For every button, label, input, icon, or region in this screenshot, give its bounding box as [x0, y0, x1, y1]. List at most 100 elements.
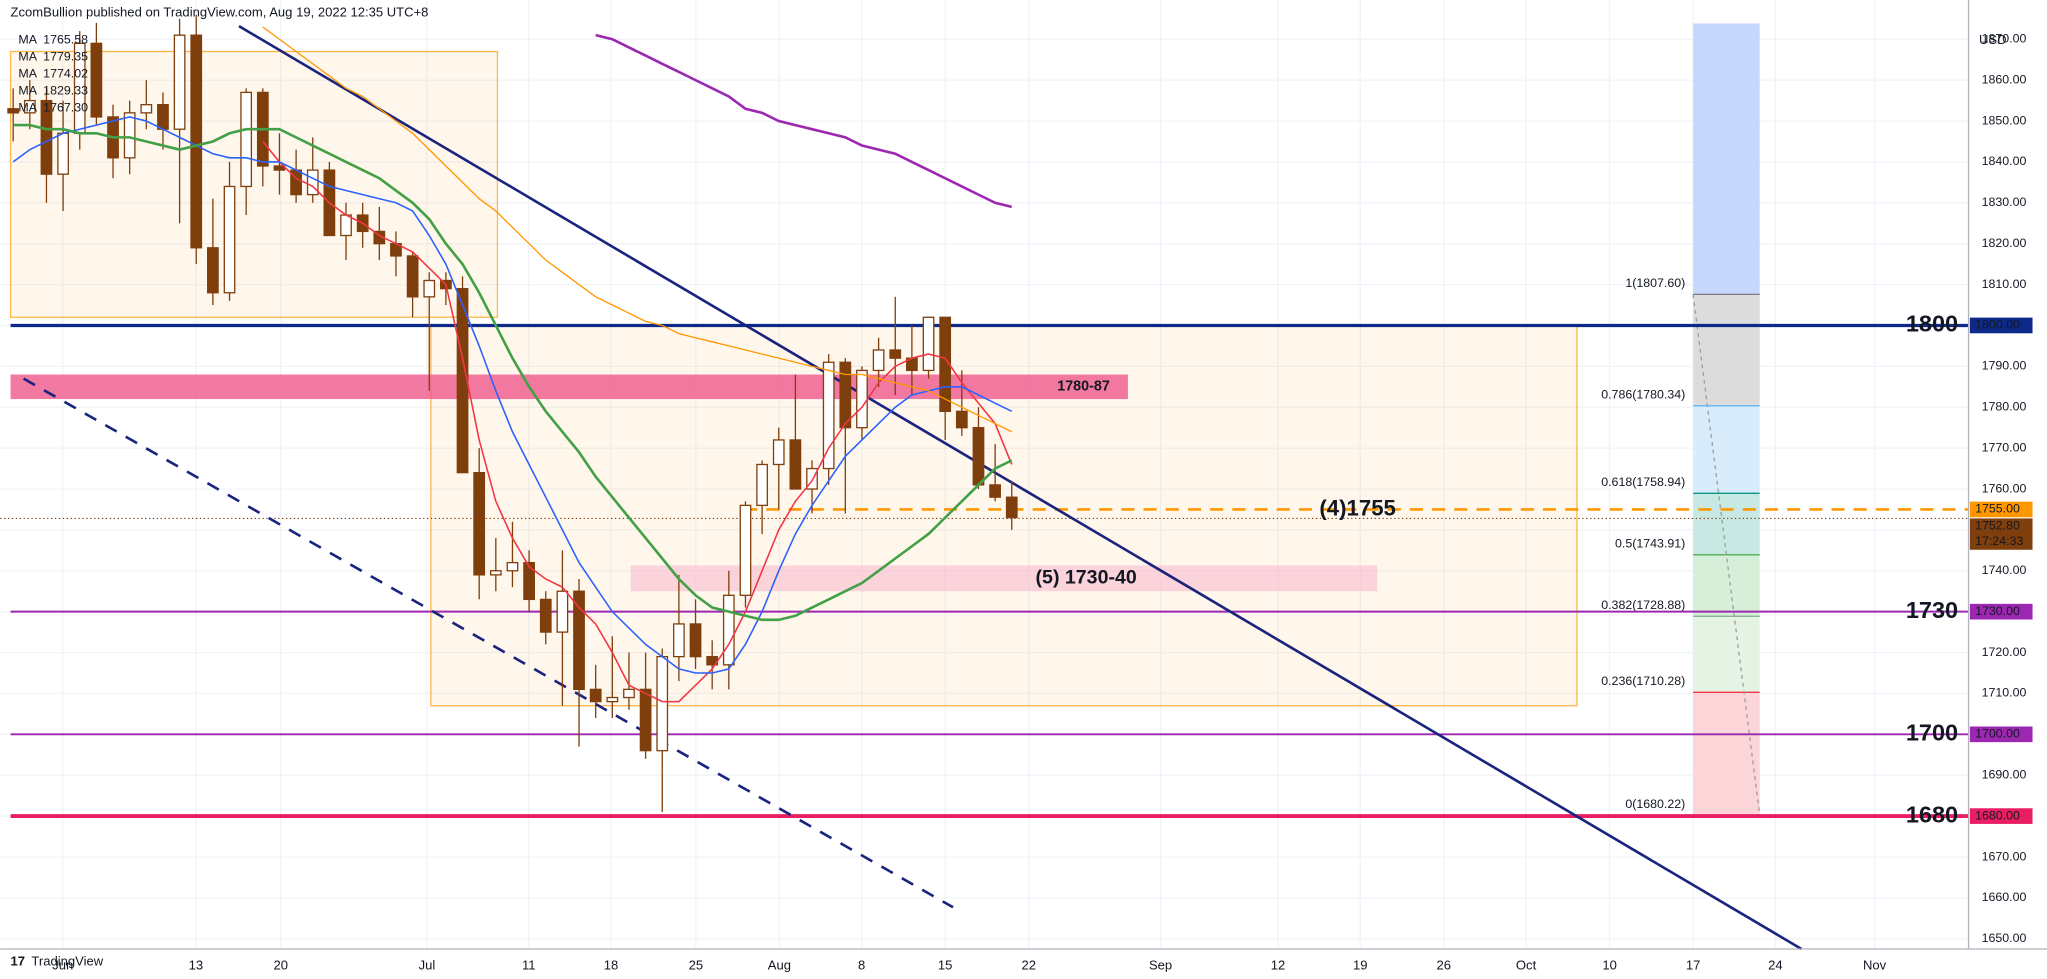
logo-icon: 17	[11, 953, 26, 968]
x-tick-label: 20	[274, 957, 289, 972]
candle-body	[772, 439, 785, 466]
price-tag-label: 1730.00	[1975, 604, 2020, 618]
candle-body	[190, 34, 203, 249]
last-price-tag	[1969, 518, 2033, 550]
y-tick-label: 1770.00	[1982, 440, 2027, 454]
candle-body	[756, 463, 768, 507]
x-tick-label: 15	[938, 957, 953, 972]
x-tick-label: 12	[1271, 957, 1286, 972]
legend-name: MA	[18, 50, 37, 64]
candle-body	[240, 91, 253, 188]
candle-body	[623, 688, 635, 699]
y-tick-label: 1710.00	[1982, 686, 2027, 700]
fib-label: 0(1680.22)	[1625, 797, 1685, 811]
ma-line	[595, 33, 1013, 209]
y-tick-label: 1650.00	[1982, 931, 2027, 945]
y-tick-label: 1690.00	[1982, 767, 2027, 781]
level-label: 1730	[1906, 597, 1958, 623]
legend-name: MA	[18, 84, 37, 98]
y-tick-label: 1780.00	[1982, 400, 2027, 414]
candle-body	[656, 655, 669, 752]
x-tick-label: 13	[189, 957, 204, 972]
candle-body	[589, 688, 602, 703]
candle-body	[223, 185, 236, 294]
x-tick-label: 24	[1768, 957, 1783, 972]
legend-name: MA	[18, 101, 37, 115]
candle-body	[489, 570, 502, 576]
trendline	[238, 25, 1803, 951]
candle-body	[839, 361, 852, 429]
candle-body	[306, 169, 319, 196]
fib-label: 0.5(1743.91)	[1615, 537, 1685, 551]
price-tag-label: 1680.00	[1975, 808, 2020, 822]
candle-body	[40, 99, 53, 175]
zone-label: (5) 1730-40	[1036, 567, 1137, 589]
candle-body	[1005, 496, 1018, 519]
candle-body	[456, 288, 469, 474]
candle-body	[989, 484, 1001, 498]
legend-value: 1767.30	[43, 101, 88, 115]
x-tick-label: 26	[1437, 957, 1452, 972]
x-tick-label: 22	[1021, 957, 1036, 972]
x-tick-label: 11	[522, 957, 536, 972]
candle-body	[955, 410, 968, 429]
candle-body	[57, 132, 69, 175]
y-tick-label: 1860.00	[1982, 72, 2027, 86]
header: ZcomBullion published on TradingView.com…	[11, 5, 429, 20]
candle-body	[822, 361, 835, 470]
legend-name: MA	[18, 67, 37, 81]
y-tick-label: 1830.00	[1982, 195, 2027, 209]
fib-band	[1693, 692, 1760, 816]
x-tick-label: Nov	[1863, 957, 1887, 972]
fib-label: 0.786(1780.34)	[1601, 388, 1685, 402]
y-tick-label: 1840.00	[1982, 154, 2027, 168]
candle-body	[606, 696, 619, 703]
dashed-level-label: (4)1755	[1319, 495, 1395, 520]
candle-body	[922, 316, 935, 372]
y-tick-label: 1660.00	[1982, 890, 2027, 904]
price-tag	[1969, 317, 2033, 334]
level-label: 1700	[1906, 720, 1958, 746]
zone-label: 1780-87	[1057, 379, 1110, 395]
axis-background	[1968, 0, 2047, 949]
price-tag	[1969, 726, 2033, 743]
y-tick-label: 1850.00	[1982, 113, 2027, 127]
candle-body	[173, 34, 186, 130]
candle-body	[639, 688, 652, 752]
candle-body	[689, 623, 702, 658]
x-tick-label: 19	[1353, 957, 1368, 972]
candle-body	[573, 590, 585, 691]
legend-name: MA	[18, 33, 37, 47]
candle-body	[473, 471, 486, 576]
candle-body	[872, 349, 885, 372]
countdown: 17:24:33	[1975, 534, 2023, 548]
legend-value: 1774.02	[43, 67, 88, 81]
fib-label: 1(1807.60)	[1625, 276, 1685, 290]
x-tick-label: Oct	[1516, 957, 1537, 972]
fib-label: 0.618(1758.94)	[1601, 475, 1685, 489]
candle-body	[23, 99, 36, 114]
projection-path	[1692, 294, 1761, 816]
legend-value: 1829.33	[43, 84, 88, 98]
legend-value: 1779.35	[43, 50, 88, 64]
footer-logo: TradingView	[31, 953, 103, 968]
y-tick-label: 1720.00	[1982, 645, 2027, 659]
y-tick-label: 1790.00	[1982, 359, 2027, 373]
candle-body	[140, 104, 153, 114]
fib-band	[1693, 405, 1760, 494]
ma-line	[12, 116, 1013, 674]
level-label: 1680	[1906, 801, 1958, 827]
candle-body	[856, 369, 868, 429]
fib-band	[1693, 616, 1760, 693]
y-tick-label: 1670.00	[1982, 849, 2027, 863]
legend-value: 1765.58	[43, 33, 88, 47]
annotations: 1(1807.60) 0.786(1780.34) 0.618(1758.94) 0.…	[0, 23, 1969, 951]
y-tick-label: 1760.00	[1982, 481, 2027, 495]
candle-body	[789, 439, 802, 490]
candle-body	[889, 349, 902, 359]
candle-body	[7, 108, 20, 114]
candle-body	[972, 427, 985, 486]
x-tick-label: Jun	[52, 957, 73, 972]
x-tick-label: 8	[858, 957, 865, 972]
